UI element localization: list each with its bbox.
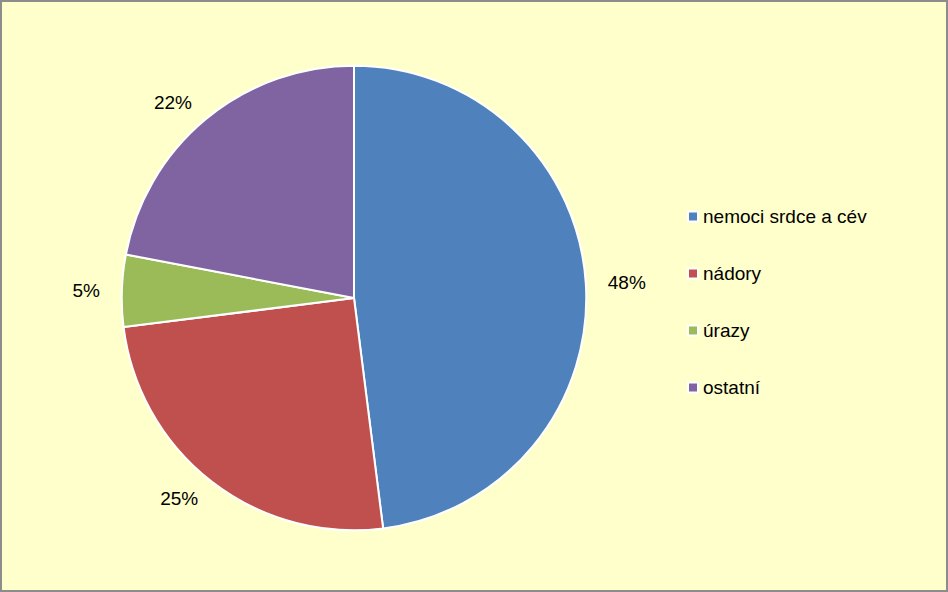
svg-text:ostatní: ostatní — [703, 377, 761, 398]
svg-text:úrazy: úrazy — [703, 320, 750, 341]
svg-text:nádory: nádory — [703, 263, 762, 284]
svg-text:22%: 22% — [154, 92, 192, 113]
svg-text:48%: 48% — [608, 272, 646, 293]
svg-text:25%: 25% — [160, 488, 198, 509]
svg-text:nemoci srdce a cév: nemoci srdce a cév — [703, 206, 867, 227]
svg-text:5%: 5% — [72, 280, 100, 301]
